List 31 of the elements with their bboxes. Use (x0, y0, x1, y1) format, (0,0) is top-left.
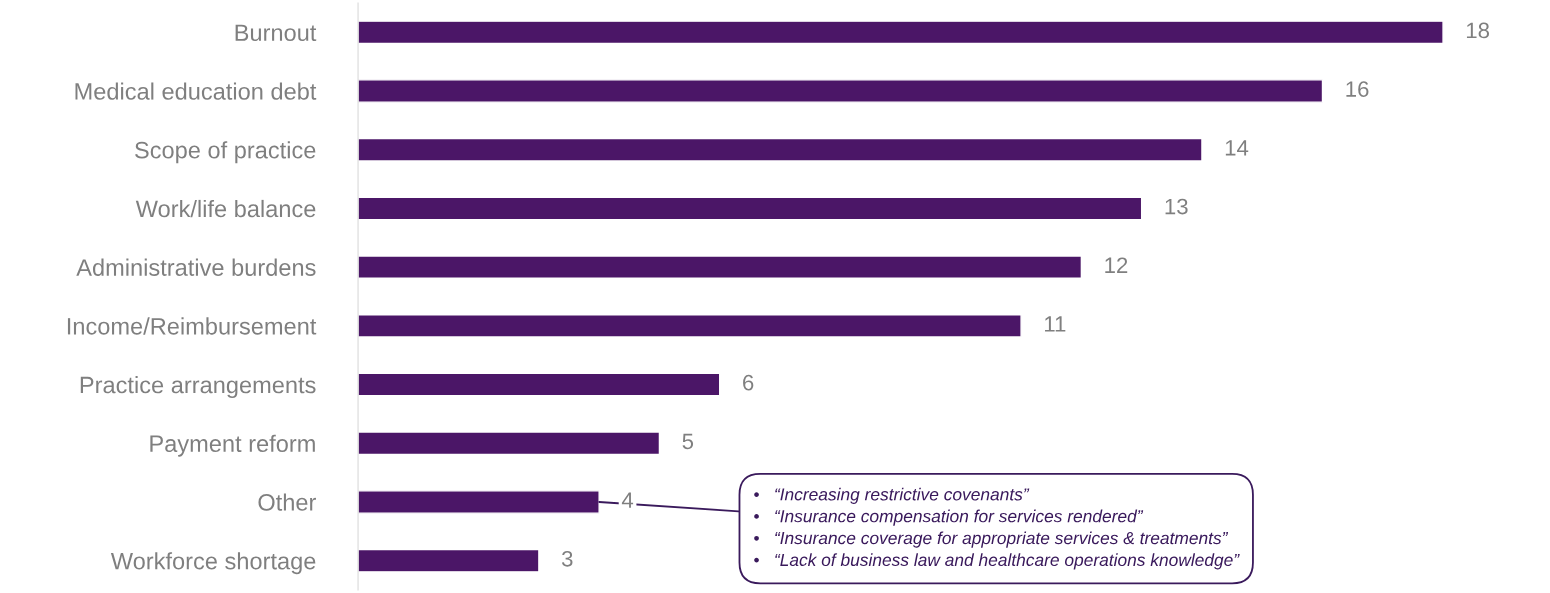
data-label: 3 (561, 550, 573, 567)
data-label: 14 (1225, 140, 1249, 156)
y-tick-label: Administrative burdens (76, 258, 316, 276)
data-label: 18 (1466, 22, 1490, 39)
y-tick-label: Medical education debt (75, 82, 317, 100)
y-tick-label: Scope of practice (135, 141, 316, 164)
bar (358, 196, 1143, 221)
y-tick-label: Payment reform (150, 434, 315, 457)
bar (358, 548, 540, 573)
data-label: 11 (1045, 316, 1066, 332)
annotation: • “Increasing restrictive covenants” • “Insurance compensation for services rendered” • “Insurance coverage for appropriate services & treatments” • “Lack of business law and healthcare operations knowledge” (754, 487, 1240, 570)
y-tick-label: Work/life balance (135, 199, 316, 218)
bar (358, 79, 1324, 103)
bar (358, 137, 1203, 162)
data-label: 6 (743, 374, 754, 391)
bar (358, 490, 600, 514)
bar (358, 431, 661, 456)
bar (358, 20, 1444, 45)
bar (358, 255, 1083, 279)
data-label: 12 (1105, 257, 1128, 273)
data-label: 5 (682, 433, 694, 450)
y-tick-label: Practice arrangements (80, 376, 316, 399)
bar (358, 372, 721, 397)
y-tick-label: Income/Reimbursement (67, 317, 317, 335)
bar (358, 314, 1022, 338)
y-tick-label: Workforce shortage (110, 552, 316, 575)
data-label: 13 (1165, 198, 1188, 215)
data-label: 16 (1346, 81, 1369, 97)
y-tick-label: Other (258, 493, 316, 511)
data-label: 4 (621, 492, 634, 508)
y-tick-label: Burnout (235, 24, 317, 42)
